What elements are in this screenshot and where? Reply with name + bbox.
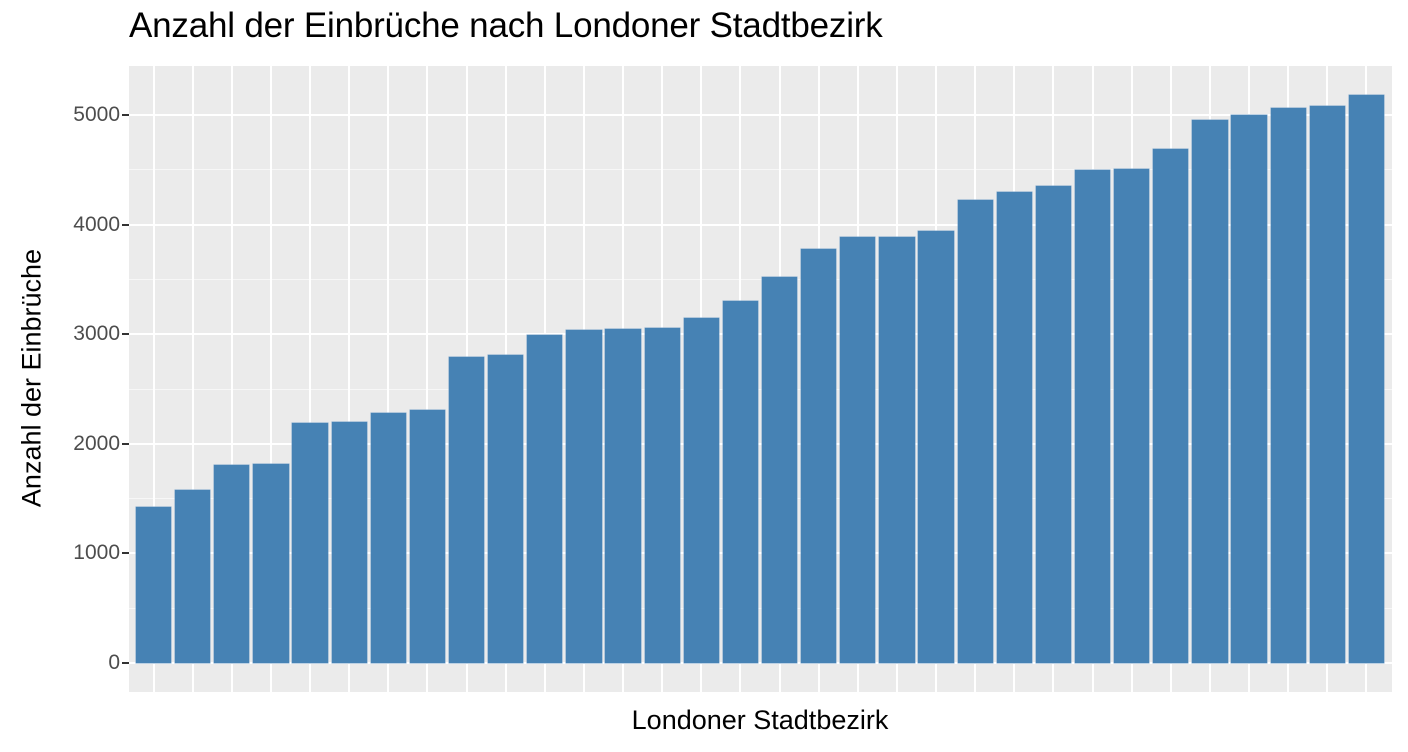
- y-tick-mark: [122, 442, 129, 445]
- y-axis-label: Anzahl der Einbrüche: [16, 248, 47, 508]
- vertical-gridline: [426, 66, 429, 692]
- major-gridline: [129, 223, 1392, 226]
- bar: [840, 236, 876, 663]
- bar: [448, 356, 485, 663]
- plot-panel: [129, 66, 1392, 692]
- y-tick-label: 0: [108, 651, 120, 674]
- bar: [722, 301, 759, 663]
- y-tick-label: 3000: [73, 322, 120, 346]
- bar: [879, 236, 915, 663]
- bar: [488, 355, 524, 663]
- bar: [1192, 119, 1228, 663]
- y-tick-mark: [122, 223, 129, 226]
- bar: [1270, 107, 1306, 663]
- bar: [527, 334, 563, 663]
- bar: [801, 248, 837, 663]
- chart-title: Anzahl der Einbrüche nach Londoner Stadt…: [129, 6, 883, 45]
- bar: [761, 276, 798, 663]
- bar: [175, 489, 211, 663]
- major-gridline: [129, 114, 1392, 116]
- bar: [370, 413, 406, 663]
- y-tick-mark: [122, 333, 129, 336]
- bar: [1231, 115, 1267, 663]
- y-tick-mark: [122, 552, 129, 555]
- minor-gridline: [129, 498, 1392, 500]
- vertical-gridline: [152, 66, 155, 692]
- bar: [331, 421, 367, 663]
- major-gridline: [129, 333, 1392, 336]
- minor-gridline: [129, 388, 1392, 390]
- y-tick-mark: [122, 662, 129, 664]
- bar: [644, 327, 680, 663]
- minor-gridline: [129, 607, 1392, 609]
- major-gridline: [129, 662, 1392, 664]
- minor-gridline: [129, 278, 1392, 280]
- vertical-gridline: [191, 66, 194, 692]
- bar: [683, 317, 719, 663]
- vertical-gridline: [309, 66, 312, 692]
- minor-gridline: [129, 169, 1392, 171]
- bar: [292, 422, 328, 663]
- bar: [253, 464, 289, 663]
- vertical-gridline: [269, 66, 272, 692]
- bar: [135, 506, 172, 663]
- y-tick-mark: [122, 114, 129, 116]
- vertical-gridline: [387, 66, 390, 692]
- bar: [1309, 106, 1345, 663]
- vertical-gridline: [348, 66, 351, 692]
- bar: [409, 409, 446, 663]
- bar: [566, 329, 602, 663]
- bar: [1035, 185, 1072, 663]
- y-tick-label: 5000: [73, 103, 120, 126]
- bar: [918, 230, 954, 663]
- bar: [957, 199, 993, 663]
- y-tick-label: 4000: [73, 212, 120, 236]
- bar: [1348, 95, 1385, 663]
- y-tick-label: 1000: [73, 541, 120, 565]
- bar: [1153, 148, 1189, 663]
- bar: [214, 465, 250, 663]
- x-axis-label: Londoner Stadtbezirk: [631, 705, 889, 735]
- y-tick-label: 2000: [73, 431, 120, 455]
- vertical-gridline: [230, 66, 233, 692]
- major-gridline: [129, 552, 1392, 555]
- bar: [1074, 170, 1111, 663]
- bar: [1114, 169, 1150, 663]
- bar: [996, 191, 1032, 663]
- major-gridline: [129, 442, 1392, 445]
- bar: [605, 328, 641, 663]
